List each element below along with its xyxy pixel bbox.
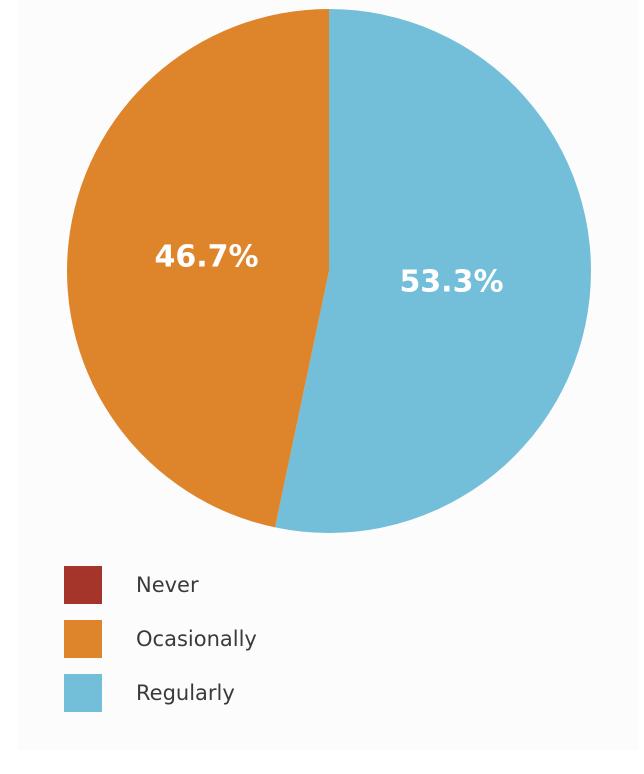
legend-item-regularly: Regularly (64, 674, 257, 712)
legend: Never Ocasionally Regularly (64, 566, 257, 728)
pie-slice-ocasionally (67, 9, 329, 528)
legend-label-never: Never (136, 573, 199, 597)
legend-item-never: Never (64, 566, 257, 604)
legend-swatch-regularly (64, 674, 102, 712)
slice-label-ocasionally: 46.7% (154, 239, 258, 274)
legend-label-regularly: Regularly (136, 681, 235, 705)
pie-chart: 53.3% 46.7% (67, 9, 592, 533)
legend-item-ocasionally: Ocasionally (64, 620, 257, 658)
pie-slice-regularly (275, 9, 592, 533)
slice-label-regularly: 53.3% (399, 265, 503, 300)
legend-label-ocasionally: Ocasionally (136, 627, 257, 651)
legend-swatch-ocasionally (64, 620, 102, 658)
legend-swatch-never (64, 566, 102, 604)
